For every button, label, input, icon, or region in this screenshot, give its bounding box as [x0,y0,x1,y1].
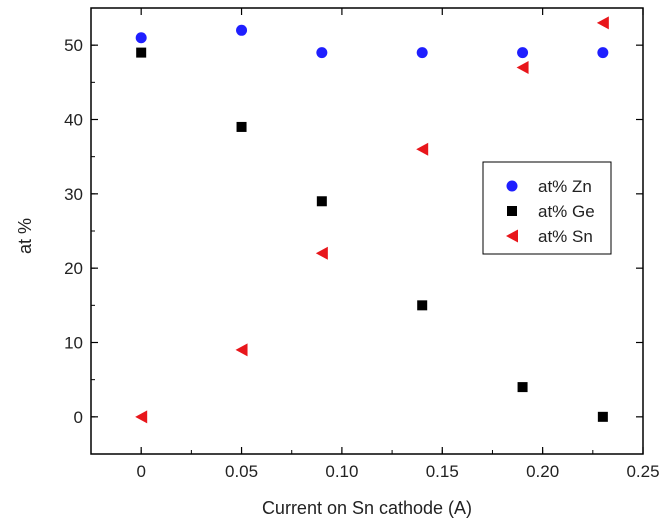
y-axis-title: at % [15,218,35,254]
data-point-zn [517,47,529,59]
data-point-ge [517,382,528,393]
x-axis-title: Current on Sn cathode (A) [262,498,472,518]
y-tick-label: 20 [64,259,83,278]
data-point-ge [316,196,327,207]
data-point-zn [135,32,147,44]
legend: at% Zn at% Ge at% Sn [482,161,612,255]
data-point-sn [135,410,148,424]
legend-label-ge: at% Ge [538,202,595,221]
data-point-sn [516,60,529,74]
legend-marker-ge [507,206,517,216]
data-point-ge [136,47,147,58]
axes: 0 0.05 0.10 0.15 0.20 0.25 0 10 20 30 40 50 [64,7,660,481]
data-point-zn [416,47,428,59]
legend-markers [506,180,518,243]
y-tick-label: 40 [64,111,83,130]
legend-box [482,161,612,255]
x-tick-label: 0.20 [526,462,559,481]
x-tick-label: 0.05 [225,462,258,481]
data-point-ge [597,411,608,422]
legend-marker-zn [506,180,518,192]
data-point-sn [315,246,328,260]
legend-marker-sn [506,229,518,243]
x-tick-label: 0.15 [426,462,459,481]
legend-label-sn: at% Sn [538,227,593,246]
y-tick-label: 0 [74,408,83,427]
legend-label-zn: at% Zn [538,177,592,196]
x-tick-label: 0.25 [626,462,659,481]
data-point-sn [416,142,429,156]
data-point-zn [316,47,328,59]
y-tick-label: 10 [64,334,83,353]
y-tick-label: 50 [64,36,83,55]
data-points [135,16,609,424]
data-point-ge [236,121,247,132]
data-point-zn [597,47,609,59]
x-tick-label: 0 [136,462,145,481]
y-tick-label: 30 [64,185,83,204]
x-tick-label: 0.10 [325,462,358,481]
data-point-ge [417,300,428,311]
data-point-sn [235,343,248,357]
data-point-zn [236,24,248,36]
data-point-sn [596,16,609,30]
